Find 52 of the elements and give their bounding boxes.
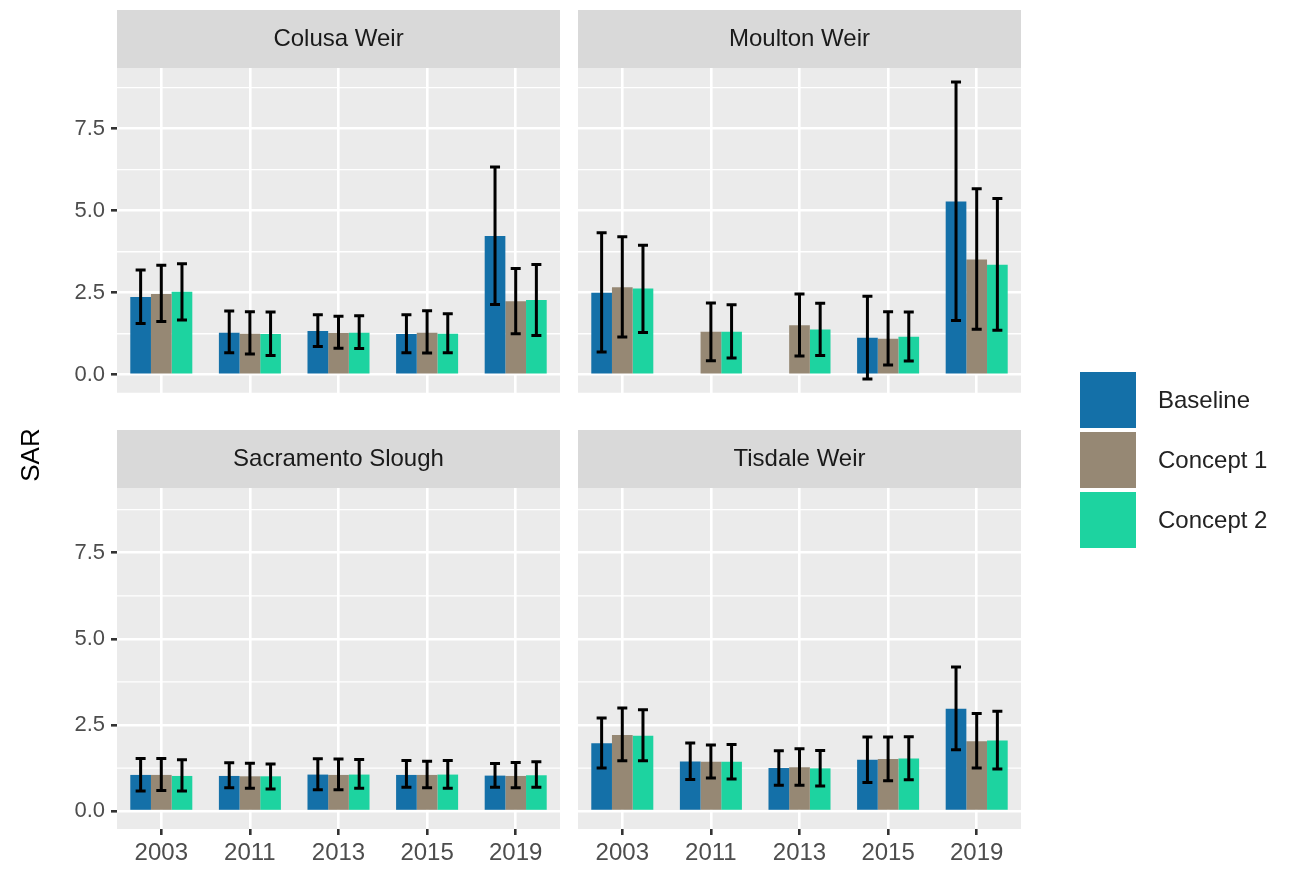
y-axis-title: SAR xyxy=(15,427,46,484)
x-tick-label: 2015 xyxy=(400,838,454,866)
bar xyxy=(679,761,701,810)
y-tick-label: 0.0 xyxy=(74,797,105,823)
chart-title: Colusa Weir xyxy=(273,23,404,51)
bar xyxy=(171,291,193,374)
bar xyxy=(966,259,988,374)
bar xyxy=(857,759,878,810)
y-tick-label: 5.0 xyxy=(74,196,105,222)
bar xyxy=(632,735,654,810)
bar xyxy=(348,332,370,374)
bar xyxy=(505,301,527,374)
chart-title: Tisdale Weir xyxy=(733,443,866,471)
bar xyxy=(307,331,329,374)
x-tick-label: 2015 xyxy=(861,838,915,866)
y-tick-label: 5.0 xyxy=(74,624,105,650)
bar xyxy=(150,294,172,374)
y-tick-label: 2.5 xyxy=(74,278,105,304)
bar xyxy=(611,287,633,374)
bar xyxy=(437,333,459,374)
x-tick-label: 2011 xyxy=(685,838,737,866)
x-tick-label: 2003 xyxy=(595,838,649,866)
bar xyxy=(591,743,612,810)
bar xyxy=(987,264,1008,374)
bar xyxy=(789,767,810,810)
bar xyxy=(721,761,742,810)
bar xyxy=(130,297,151,374)
x-tick-label: 2019 xyxy=(489,838,543,866)
bar xyxy=(945,708,967,810)
bar xyxy=(611,734,633,810)
bar xyxy=(768,768,790,810)
y-tick-label: 7.5 xyxy=(74,114,105,140)
chart-title: Sacramento Slough xyxy=(233,443,444,471)
x-tick-label: 2013 xyxy=(772,838,827,866)
x-tick-label: 2013 xyxy=(311,838,366,866)
y-tick-label: 2.5 xyxy=(74,711,105,737)
bar xyxy=(987,740,1008,810)
bar xyxy=(966,741,988,810)
bar xyxy=(898,758,920,810)
y-tick-label: 7.5 xyxy=(74,538,105,564)
x-tick-label: 2003 xyxy=(134,838,188,866)
legend-label: Concept 1 xyxy=(1158,446,1268,474)
legend-label: Concept 2 xyxy=(1158,506,1268,534)
x-tick-label: 2011 xyxy=(224,838,276,866)
bar xyxy=(396,334,417,374)
legend-label: Baseline xyxy=(1158,386,1251,414)
x-tick-label: 2019 xyxy=(950,838,1004,866)
chart-title: Moulton Weir xyxy=(729,23,870,51)
bar xyxy=(328,333,349,374)
y-tick-label: 0.0 xyxy=(74,360,105,386)
bar xyxy=(526,299,547,374)
bar xyxy=(809,768,831,810)
